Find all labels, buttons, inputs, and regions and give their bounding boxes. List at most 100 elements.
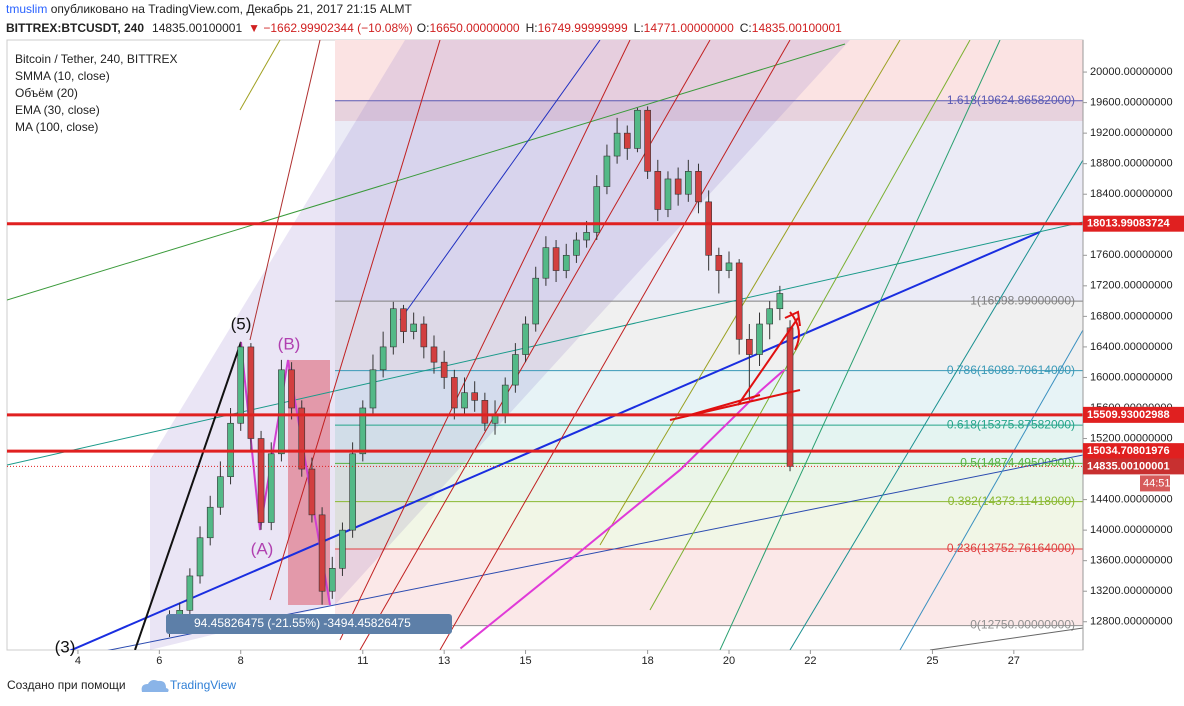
candle-body xyxy=(573,239,580,256)
fib-band xyxy=(335,549,1083,626)
candle-body xyxy=(654,171,662,210)
y-tick-label: 18800.00000000 xyxy=(1090,158,1173,170)
candle-body xyxy=(339,529,346,569)
candle-body xyxy=(267,453,275,523)
fib-label: 0.786(16089.70614000) xyxy=(947,363,1075,377)
fan-line xyxy=(269,40,441,601)
fan-line xyxy=(599,40,901,546)
candle-body xyxy=(186,575,194,611)
level-label: 15509.93002988 xyxy=(1087,409,1170,421)
candle-body xyxy=(318,514,326,592)
legend-entry: EMA (30, close) xyxy=(15,103,100,117)
candle-body xyxy=(664,178,672,210)
candle-body xyxy=(196,537,204,577)
y-tick-label: 13600.00000000 xyxy=(1090,555,1173,567)
fib-label: 0(12750.00000000) xyxy=(970,618,1075,632)
y-tick-label: 19200.00000000 xyxy=(1090,127,1173,139)
fib-label: 0.618(15375.87582000) xyxy=(947,417,1075,431)
x-tick-label: 4 xyxy=(75,655,81,667)
candle-body xyxy=(420,323,428,348)
candle-body xyxy=(359,407,367,455)
candle-body xyxy=(746,338,753,355)
fib-band xyxy=(335,501,1083,550)
candle-body xyxy=(298,407,306,470)
ohlc-label: C: xyxy=(740,21,752,35)
candle-body xyxy=(501,384,509,416)
arrow-line xyxy=(737,317,799,406)
fan-line xyxy=(399,40,601,321)
candle-body xyxy=(542,247,550,279)
y-tick-label: 14400.00000000 xyxy=(1090,494,1173,506)
candle-body xyxy=(278,369,285,455)
candle-body xyxy=(705,201,712,256)
header-quote: BITTREX:BTCUSDT, 240 14835.00100001 ▼ −166… xyxy=(6,21,842,35)
candle-body xyxy=(512,354,519,386)
candle-body xyxy=(532,277,540,325)
trend-line xyxy=(7,221,1083,466)
fib-top-band xyxy=(335,40,1083,121)
candle-body xyxy=(430,346,438,363)
plot-area xyxy=(6,39,1084,651)
candle-body xyxy=(471,392,478,401)
x-tick-label: 25 xyxy=(926,655,938,667)
ohlc-value: 14835.00100001 xyxy=(752,21,842,35)
fib-label: 1(16998.99000000) xyxy=(970,293,1075,307)
y-tick-label: 15200.00000000 xyxy=(1090,432,1173,444)
candle-body xyxy=(685,171,692,195)
published: опубликовано на TradingView.com, Декабрь… xyxy=(51,2,413,16)
candle-body xyxy=(603,155,611,187)
y-tick-label: 17200.00000000 xyxy=(1090,280,1173,292)
footer-text: Создано при помощи xyxy=(7,678,126,692)
legend-entry: SMMA (10, close) xyxy=(15,69,110,83)
fib-band xyxy=(335,425,1083,464)
header-line: tmuslim опубликовано на TradingView.com,… xyxy=(6,2,413,16)
candle-body xyxy=(613,132,621,157)
candle-body xyxy=(593,186,601,233)
candle-body xyxy=(786,327,794,467)
ohlc-value: 16749.99999999 xyxy=(538,21,628,35)
level-label: 18013.99083724 xyxy=(1087,218,1170,230)
price: 14835.00100001 xyxy=(152,21,242,35)
y-tick-label: 14000.00000000 xyxy=(1090,524,1173,536)
ma-line xyxy=(459,369,785,650)
y-tick-label: 16800.00000000 xyxy=(1090,310,1173,322)
candle-body xyxy=(410,323,417,332)
wave-label: (A) xyxy=(251,539,274,558)
candle-body xyxy=(369,369,377,409)
candle-body xyxy=(390,308,397,348)
fan-line xyxy=(249,40,321,341)
legend-entry: MA (100, close) xyxy=(15,120,98,134)
fan-line xyxy=(439,40,791,650)
brand-link[interactable]: TradingView xyxy=(170,678,236,692)
level-tag xyxy=(1083,406,1184,423)
level-tag xyxy=(1083,215,1184,232)
brand-logo xyxy=(141,680,169,692)
measure-label: 94.45826475 (-21.55%) -3494.45826475 xyxy=(194,616,411,630)
fan-line xyxy=(359,40,711,650)
ohlc-label: H: xyxy=(526,21,538,35)
candle-body xyxy=(674,178,682,195)
fan-line xyxy=(719,40,1001,650)
fib-label: 0.236(13752.76164000) xyxy=(947,541,1075,555)
arrow-hook xyxy=(789,311,800,351)
y-tick-label: 12800.00000000 xyxy=(1090,616,1173,628)
candle-body xyxy=(776,293,784,310)
candle-body xyxy=(695,171,702,203)
level-label: 15034.70801976 xyxy=(1087,445,1170,457)
candle-body xyxy=(288,369,295,409)
x-tick-label: 15 xyxy=(519,655,531,667)
y-tick-label: 16400.00000000 xyxy=(1090,341,1173,353)
trend-lines xyxy=(7,40,1083,650)
candle-body xyxy=(491,415,499,424)
y-tick-label: 20000.00000000 xyxy=(1090,66,1173,78)
y-tick-label: 19600.00000000 xyxy=(1090,97,1173,109)
last-price-tag xyxy=(1083,458,1184,475)
trend-line xyxy=(929,627,1083,650)
candle-body xyxy=(257,438,265,523)
fan-line xyxy=(649,40,971,611)
user-link[interactable]: tmuslim xyxy=(6,2,47,16)
x-tick-label: 22 xyxy=(804,655,816,667)
y-tick-label: 16000.00000000 xyxy=(1090,371,1173,383)
fib-label: 0.382(14373.11418000) xyxy=(948,494,1075,508)
